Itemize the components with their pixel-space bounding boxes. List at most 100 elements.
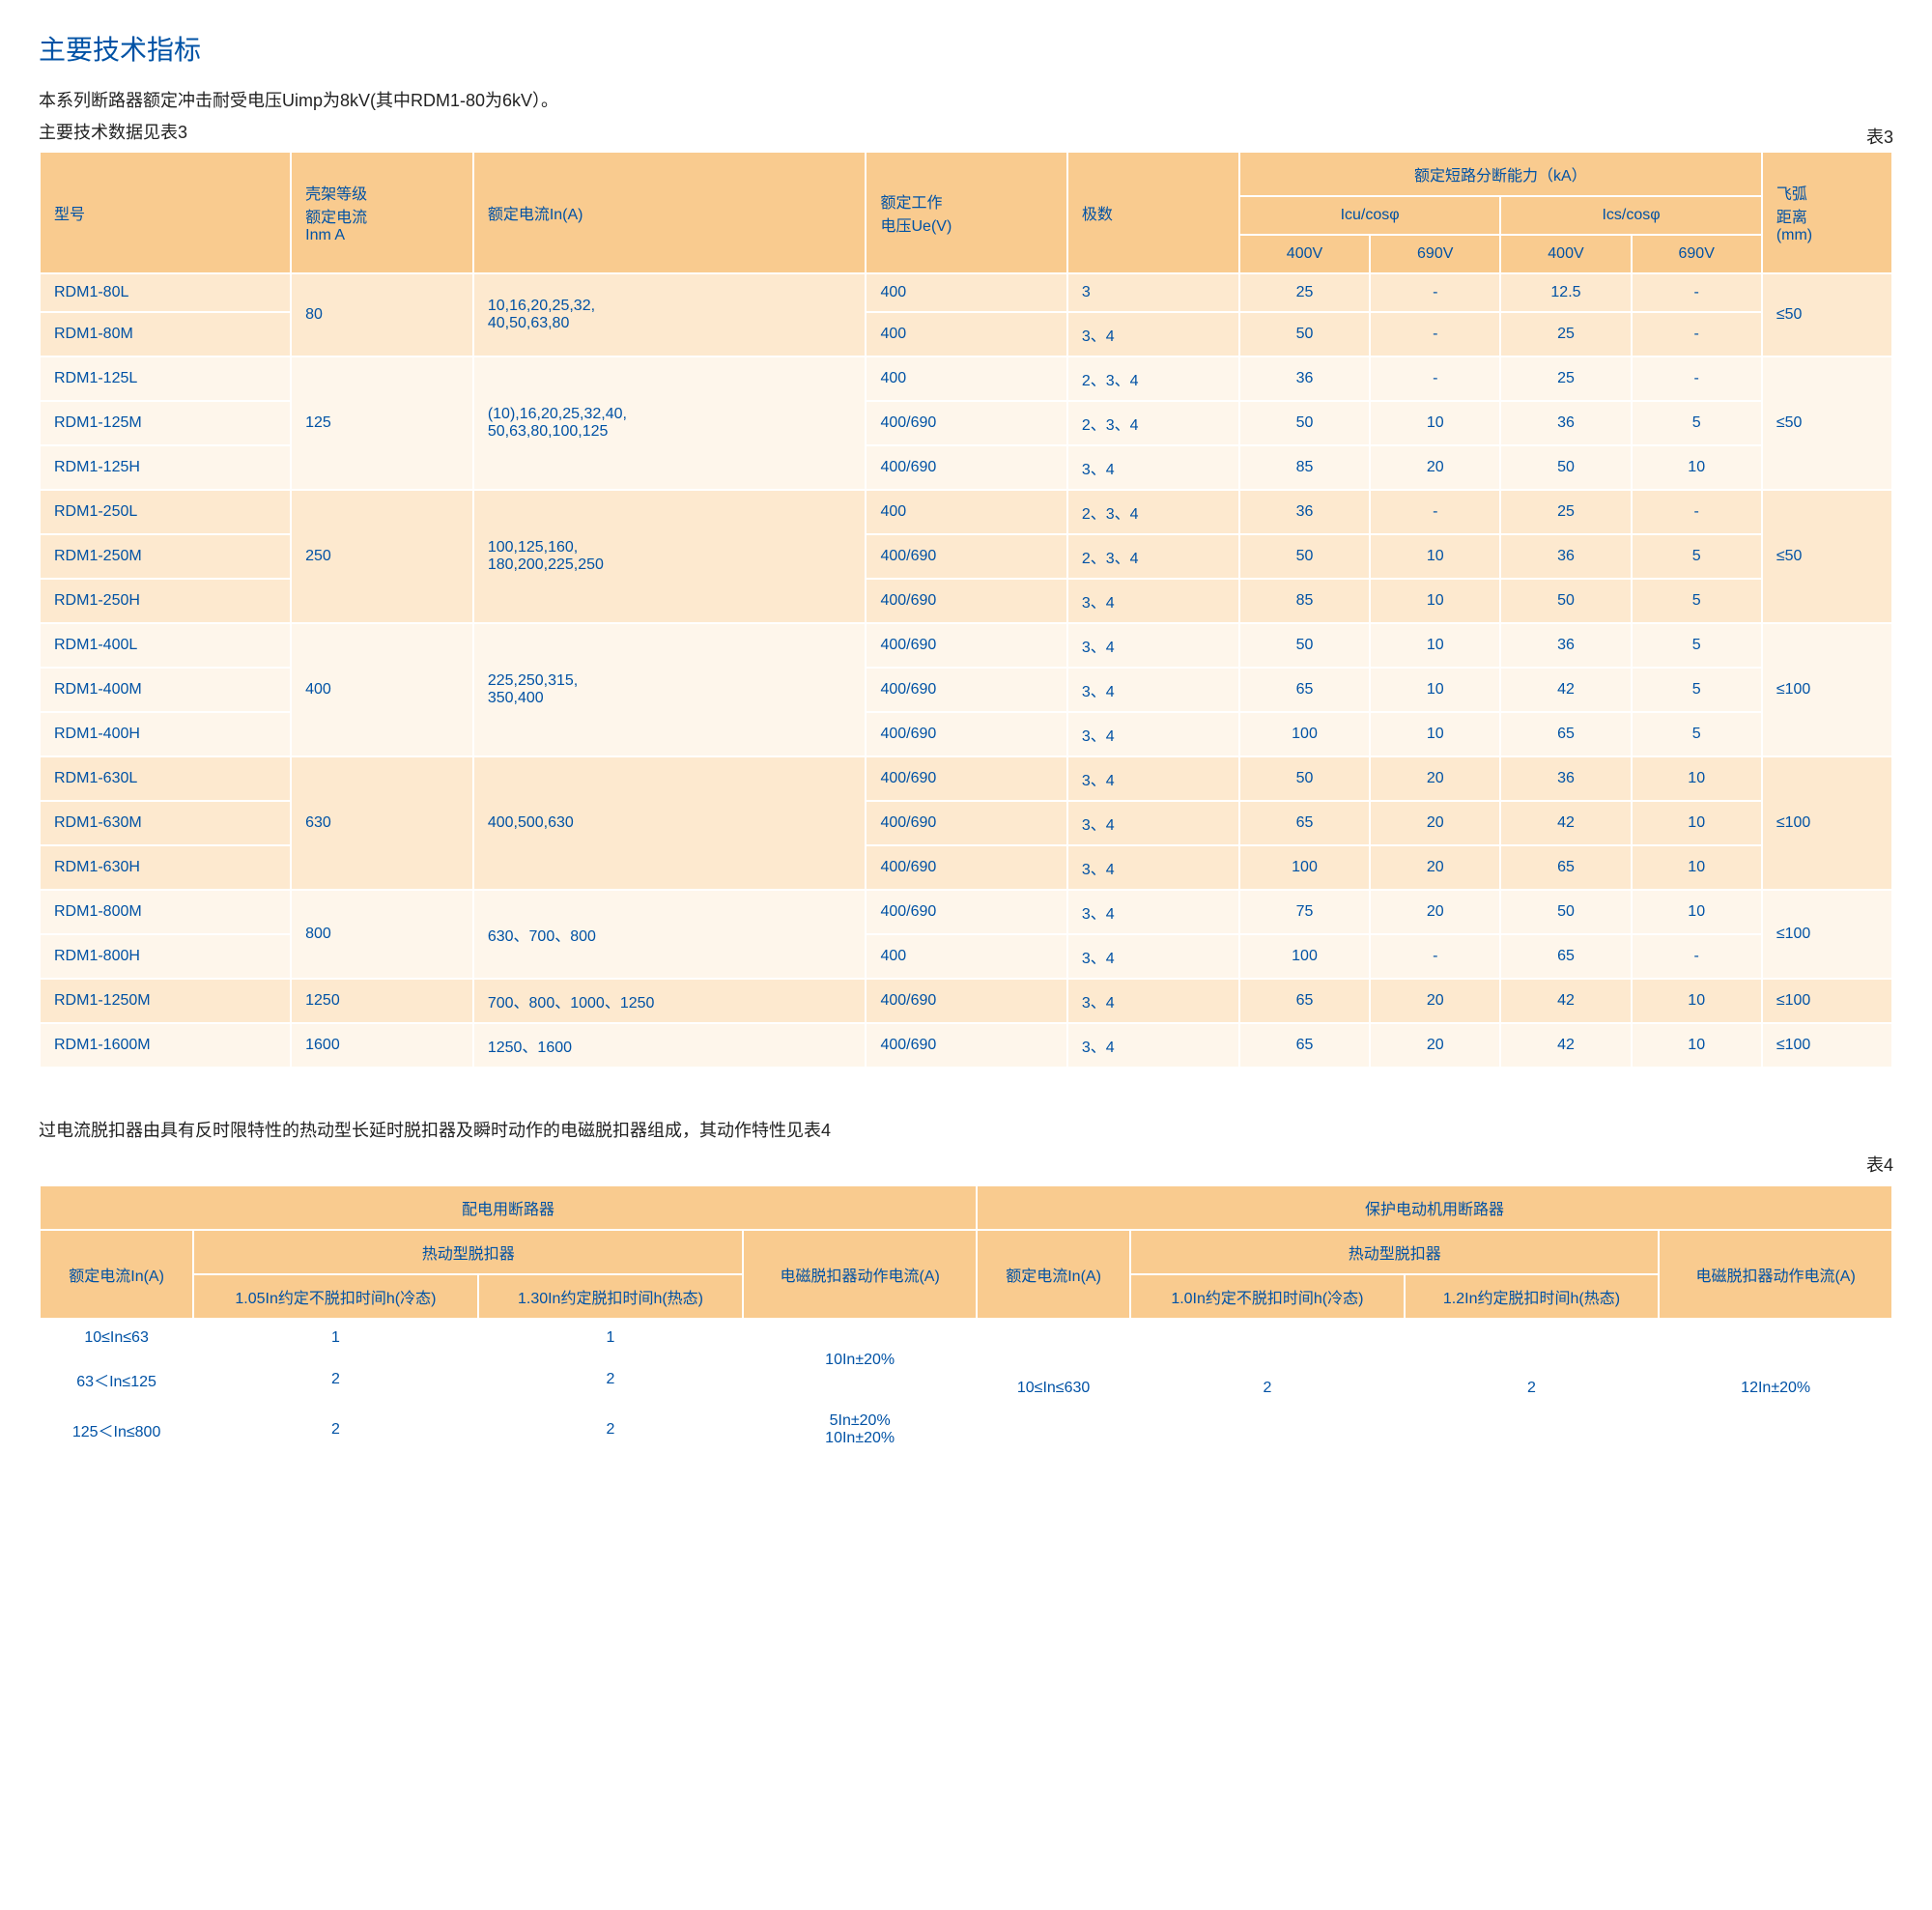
cell: 65	[1239, 668, 1370, 712]
cell: 3、4	[1067, 623, 1239, 668]
cell: 65	[1500, 934, 1631, 979]
table3-label: 表3	[1866, 124, 1893, 149]
cell: RDM1-250M	[40, 534, 291, 579]
cell: 50	[1500, 445, 1631, 490]
cell: 2	[478, 1402, 744, 1458]
cell: 50	[1239, 756, 1370, 801]
cell: 20	[1370, 445, 1500, 490]
cell: RDM1-400H	[40, 712, 291, 756]
th-ics-690: 690V	[1632, 235, 1762, 273]
th-thermal-l: 热动型脱扣器	[193, 1230, 743, 1274]
intro2: 过电流脱扣器由具有反时限特性的热动型长延时脱扣器及瞬时动作的电磁脱扣器组成，其动…	[39, 1117, 1893, 1142]
th-ics-400: 400V	[1500, 235, 1631, 273]
cell: 1	[193, 1319, 477, 1357]
cell: 1600	[291, 1023, 473, 1068]
cell: RDM1-1250M	[40, 979, 291, 1023]
cell: 400/690	[866, 579, 1066, 623]
cell: 2	[1130, 1319, 1404, 1458]
th-model: 型号	[40, 152, 291, 273]
cell: 42	[1500, 801, 1631, 845]
cell: 400	[866, 934, 1066, 979]
cell: -	[1370, 934, 1500, 979]
cell: 630	[291, 756, 473, 890]
cell: 50	[1239, 312, 1370, 356]
cell: ≤100	[1762, 623, 1892, 756]
cell: 10	[1632, 890, 1762, 934]
cell: 36	[1239, 490, 1370, 534]
cell: 10	[1632, 1023, 1762, 1068]
cell: 10	[1370, 623, 1500, 668]
cell: RDM1-125H	[40, 445, 291, 490]
cell: ≤100	[1762, 756, 1892, 890]
cell: 65	[1239, 979, 1370, 1023]
cell: -	[1370, 312, 1500, 356]
cell: -	[1632, 356, 1762, 401]
cell: (10),16,20,25,32,40, 50,63,80,100,125	[473, 356, 867, 490]
th-poles: 极数	[1067, 152, 1239, 273]
cell: 2	[193, 1402, 477, 1458]
th-mag-l: 电磁脱扣器动作电流(A)	[743, 1230, 977, 1319]
th-rated-current: 额定电流In(A)	[473, 152, 867, 273]
intro-line1: 本系列断路器额定冲击耐受电压Uimp为8kV(其中RDM1-80为6kV）。	[39, 87, 1893, 115]
cell: 2、3、4	[1067, 490, 1239, 534]
cell: RDM1-400M	[40, 668, 291, 712]
cell: 400/690	[866, 623, 1066, 668]
cell: 80	[291, 273, 473, 356]
cell: 2	[1405, 1319, 1660, 1458]
cell: 400/690	[866, 979, 1066, 1023]
cell: 20	[1370, 890, 1500, 934]
cell: 20	[1370, 979, 1500, 1023]
cell: RDM1-250L	[40, 490, 291, 534]
cell: -	[1632, 312, 1762, 356]
cell: 630、700、800	[473, 890, 867, 979]
th-rated-r: 额定电流In(A)	[977, 1230, 1130, 1319]
cell: 25	[1500, 490, 1631, 534]
cell: 3、4	[1067, 445, 1239, 490]
cell: 36	[1500, 534, 1631, 579]
cell: 10≤In≤63	[40, 1319, 193, 1357]
cell: 3、4	[1067, 1023, 1239, 1068]
cell: 400	[291, 623, 473, 756]
cell: 63＜In≤125	[40, 1357, 193, 1402]
cell: 2、3、4	[1067, 401, 1239, 445]
cell: 65	[1500, 712, 1631, 756]
cell: 5	[1632, 579, 1762, 623]
cell: 400/690	[866, 668, 1066, 712]
cell: 400/690	[866, 445, 1066, 490]
cell: 400/690	[866, 756, 1066, 801]
cell: 400/690	[866, 401, 1066, 445]
cell: -	[1632, 273, 1762, 312]
cell: 100	[1239, 934, 1370, 979]
cell: 10	[1370, 579, 1500, 623]
cell: 10	[1632, 756, 1762, 801]
cell: RDM1-125M	[40, 401, 291, 445]
th-breaking: 额定短路分断能力（kA）	[1239, 152, 1762, 196]
cell: 5In±20% 10In±20%	[743, 1402, 977, 1458]
cell: 5	[1632, 534, 1762, 579]
cell: 10	[1370, 534, 1500, 579]
cell: 400	[866, 356, 1066, 401]
cell: 400	[866, 273, 1066, 312]
cell: 42	[1500, 979, 1631, 1023]
th-icu: Icu/cosφ	[1239, 196, 1500, 235]
cell: 36	[1239, 356, 1370, 401]
th-130: 1.30In约定脱扣时间h(热态)	[478, 1274, 744, 1319]
cell: 10,16,20,25,32, 40,50,63,80	[473, 273, 867, 356]
cell: 400,500,630	[473, 756, 867, 890]
cell: 400/690	[866, 845, 1066, 890]
cell: 10	[1632, 445, 1762, 490]
cell: RDM1-800M	[40, 890, 291, 934]
cell: 10	[1632, 979, 1762, 1023]
cell: -	[1632, 490, 1762, 534]
cell: 1	[478, 1319, 744, 1357]
cell: 36	[1500, 756, 1631, 801]
cell: 85	[1239, 579, 1370, 623]
cell: ≤50	[1762, 273, 1892, 356]
cell: 65	[1239, 1023, 1370, 1068]
cell: 25	[1500, 312, 1631, 356]
table4-label: 表4	[39, 1152, 1893, 1177]
cell: 5	[1632, 712, 1762, 756]
cell: 400/690	[866, 712, 1066, 756]
cell: 400/690	[866, 1023, 1066, 1068]
cell: 125	[291, 356, 473, 490]
